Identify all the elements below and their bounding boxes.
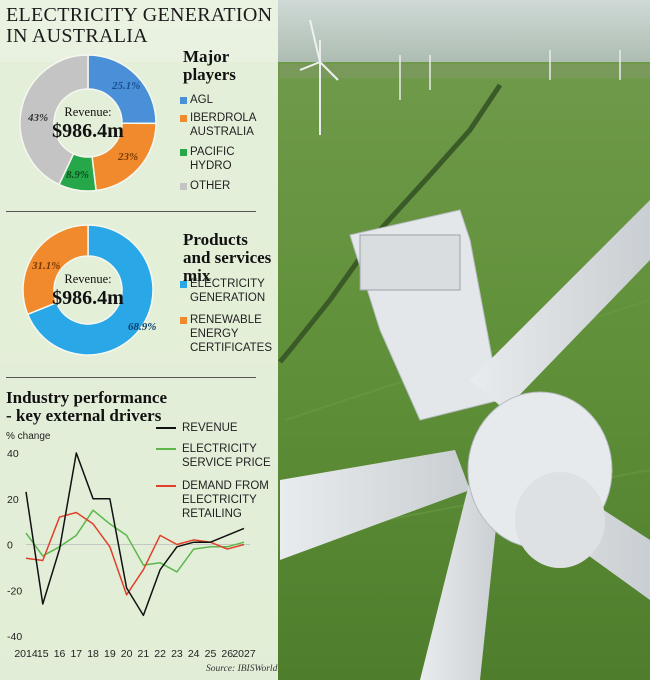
y-tick-label: 0 xyxy=(7,540,13,552)
legend-swatch-other xyxy=(180,183,187,190)
products-services-title: Products and services mix xyxy=(183,230,272,285)
revenue-value: $986.4m xyxy=(52,120,124,142)
legend-line-demand-retailing xyxy=(156,485,176,487)
legend-pacific-hydro: PACIFIC HYDRO xyxy=(180,145,235,173)
legend-swatch-pacific-hydro xyxy=(180,149,187,156)
pct-electricity-generation: 68.9% xyxy=(128,321,157,333)
legend-electricity-generation: ELECTRICITY GENERATION xyxy=(180,277,265,305)
source-note: Source: IBISWorld xyxy=(206,664,278,674)
x-tick-label: 19 xyxy=(104,648,116,660)
industry-performance-title: Industry performance - key external driv… xyxy=(6,388,168,425)
section-divider xyxy=(6,377,256,378)
infographic-title: ELECTRICITY GENERATION IN AUSTRALIA xyxy=(6,4,273,47)
slice-other xyxy=(19,54,89,186)
products-services-center: Revenue: $986.4m xyxy=(48,272,128,309)
legend-line-revenue xyxy=(156,427,176,429)
x-tick-label: 16 xyxy=(54,648,66,660)
series-electricity-price-line xyxy=(25,509,245,573)
x-tick-label: 18 xyxy=(87,648,99,660)
legend-agl: AGL xyxy=(180,93,213,107)
pct-iberdrola: 23% xyxy=(118,151,139,163)
series-revenue-line xyxy=(25,452,245,617)
revenue-label: Revenue: xyxy=(64,272,112,286)
x-tick-label: 23 xyxy=(171,648,183,660)
y-tick-label: 20 xyxy=(7,494,19,506)
pct-renewable-certificates: 31.1% xyxy=(32,260,61,272)
pct-other: 43% xyxy=(28,112,49,124)
x-tick-label: 25 xyxy=(205,648,217,660)
legend-swatch-iberdrola xyxy=(180,115,187,122)
revenue-label: Revenue: xyxy=(64,105,112,119)
legend-other: OTHER xyxy=(180,179,230,193)
major-players-donut xyxy=(19,54,157,356)
major-players-center: Revenue: $986.4m xyxy=(48,105,128,142)
y-tick-label: 40 xyxy=(7,448,19,460)
legend-swatch-renewable-certificates xyxy=(180,317,187,324)
major-players-title: Major players xyxy=(183,47,236,84)
x-tick-label: 2014 xyxy=(14,648,38,660)
pct-pacific-hydro: 8.9% xyxy=(66,169,89,181)
legend-line-electricity-price xyxy=(156,448,176,450)
x-tick-label: 15 xyxy=(37,648,49,660)
revenue-value: $986.4m xyxy=(52,287,124,309)
slice-electricity-generation xyxy=(26,224,154,356)
legend-swatch-agl xyxy=(180,97,187,104)
legend-demand-retailing: DEMAND FROM ELECTRICITY RETAILING xyxy=(156,479,269,521)
x-tick-label: 22 xyxy=(154,648,166,660)
y-tick-label: -40 xyxy=(7,631,22,643)
section-divider xyxy=(6,211,256,212)
pct-agl: 25.1% xyxy=(112,80,141,92)
x-tick-label: 17 xyxy=(70,648,82,660)
x-tick-label: 2027 xyxy=(232,648,256,660)
x-tick-label: 26 xyxy=(221,648,233,660)
y-tick-label: -20 xyxy=(7,585,22,597)
y-axis-label: % change xyxy=(6,431,51,442)
industry-performance-chart: 40 20 0 -20 -40 2014 15 16 17 18 19 20 21 22 23 24 25 26 2… xyxy=(7,448,256,660)
legend-swatch-electricity-generation xyxy=(180,281,187,288)
legend-iberdrola: IBERDROLA AUSTRALIA xyxy=(180,111,256,139)
slice-renewable-certificates xyxy=(22,224,89,316)
x-tick-label: 24 xyxy=(188,648,200,660)
legend-electricity-price: ELECTRICITY SERVICE PRICE xyxy=(156,442,271,470)
legend-renewable-certificates: RENEWABLE ENERGY CERTIFICATES xyxy=(180,313,272,355)
x-tick-label: 20 xyxy=(121,648,133,660)
legend-revenue: REVENUE xyxy=(156,421,238,435)
x-tick-label: 21 xyxy=(138,648,150,660)
